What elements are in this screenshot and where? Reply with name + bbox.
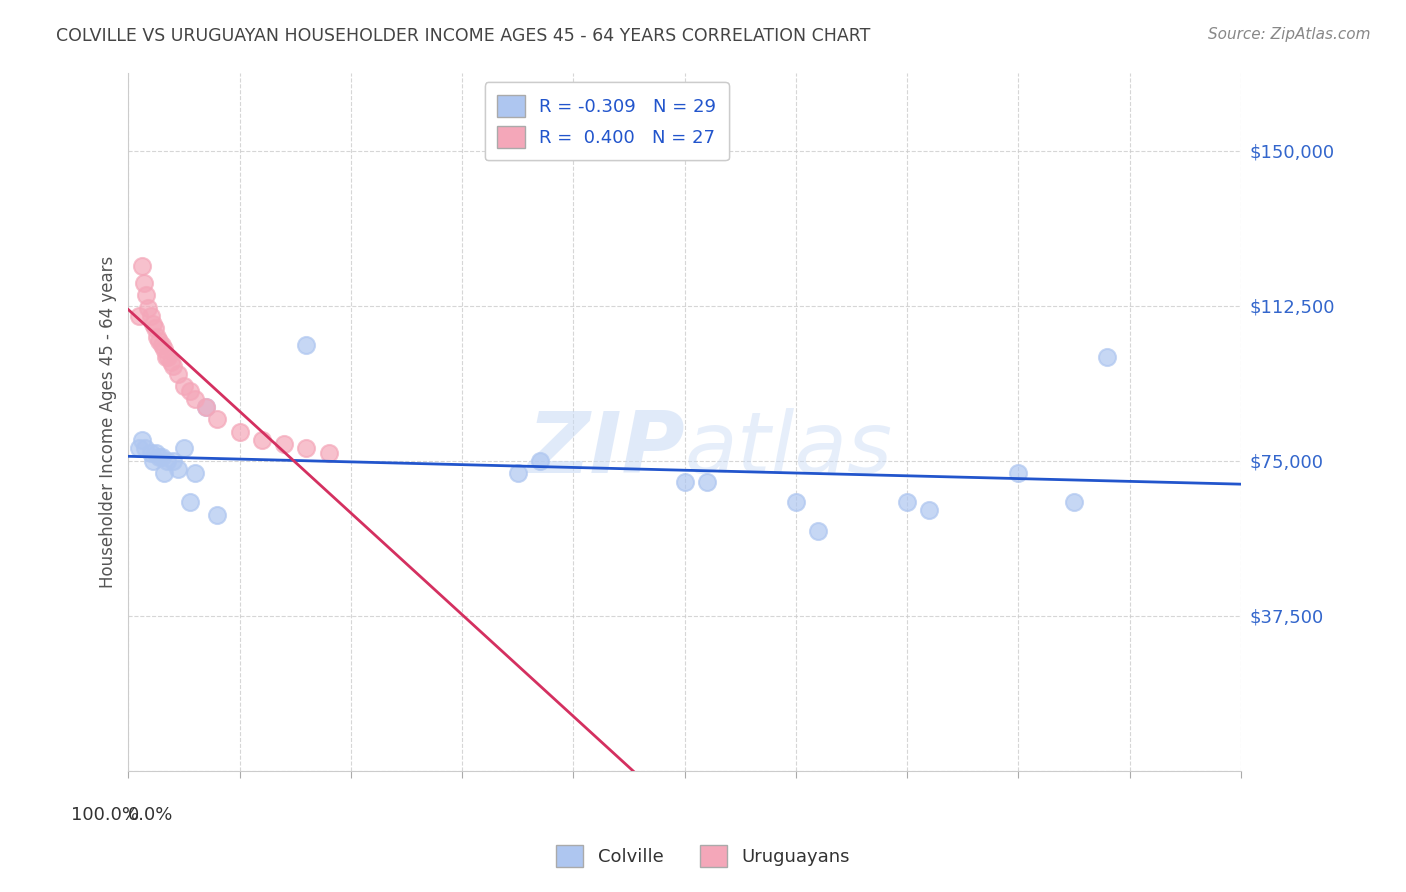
Point [173,442,195,456]
Point [146,329,169,343]
Y-axis label: Householder Income Ages 45 - 64 years: Householder Income Ages 45 - 64 years [100,256,117,588]
Text: COLVILLE VS URUGUAYAN HOUSEHOLDER INCOME AGES 45 - 64 YEARS CORRELATION CHART: COLVILLE VS URUGUAYAN HOUSEHOLDER INCOME… [56,27,870,45]
Point [295,442,318,456]
Point [131,260,153,274]
Point [159,354,181,368]
Point [162,454,184,468]
Point [148,450,170,464]
Point [179,384,201,398]
Point [179,495,201,509]
Point [228,425,250,439]
Point [195,400,218,414]
Point [128,309,150,323]
Point [143,321,166,335]
Point [139,309,162,323]
Point [807,524,830,538]
Legend: Colville, Uruguayans: Colville, Uruguayans [550,838,856,874]
Point [207,508,229,522]
Point [138,301,160,315]
Point [150,338,173,352]
Point [184,392,207,406]
Point [157,351,180,365]
Point [153,467,176,481]
Point [506,467,529,481]
Point [184,467,207,481]
Point [250,433,273,447]
Point [156,454,179,468]
Point [207,412,229,426]
Text: ZIP: ZIP [527,409,685,491]
Point [148,334,170,348]
Point [918,503,941,517]
Point [785,495,807,509]
Text: Source: ZipAtlas.com: Source: ZipAtlas.com [1208,27,1371,42]
Point [1063,495,1085,509]
Point [896,495,918,509]
Point [142,454,165,468]
Point [529,454,551,468]
Point [150,450,173,464]
Point [162,359,184,373]
Point [128,442,150,456]
Point [1097,351,1119,365]
Point [135,288,157,302]
Point [273,437,295,451]
Point [139,445,162,459]
Legend: R = -0.309   N = 29, R =  0.400   N = 27: R = -0.309 N = 29, R = 0.400 N = 27 [485,82,728,161]
Point [155,351,177,365]
Point [318,445,340,459]
Text: 100.0%: 100.0% [72,806,139,824]
Text: 0.0%: 0.0% [128,806,174,824]
Point [142,318,165,332]
Point [195,400,218,414]
Point [1007,467,1029,481]
Point [673,475,696,489]
Point [696,475,718,489]
Point [132,276,155,290]
Point [145,445,167,459]
Point [295,338,318,352]
Point [167,367,190,381]
Point [134,442,156,456]
Point [173,379,195,393]
Point [131,433,153,447]
Point [153,342,176,356]
Text: atlas: atlas [685,409,893,491]
Point [167,462,190,476]
